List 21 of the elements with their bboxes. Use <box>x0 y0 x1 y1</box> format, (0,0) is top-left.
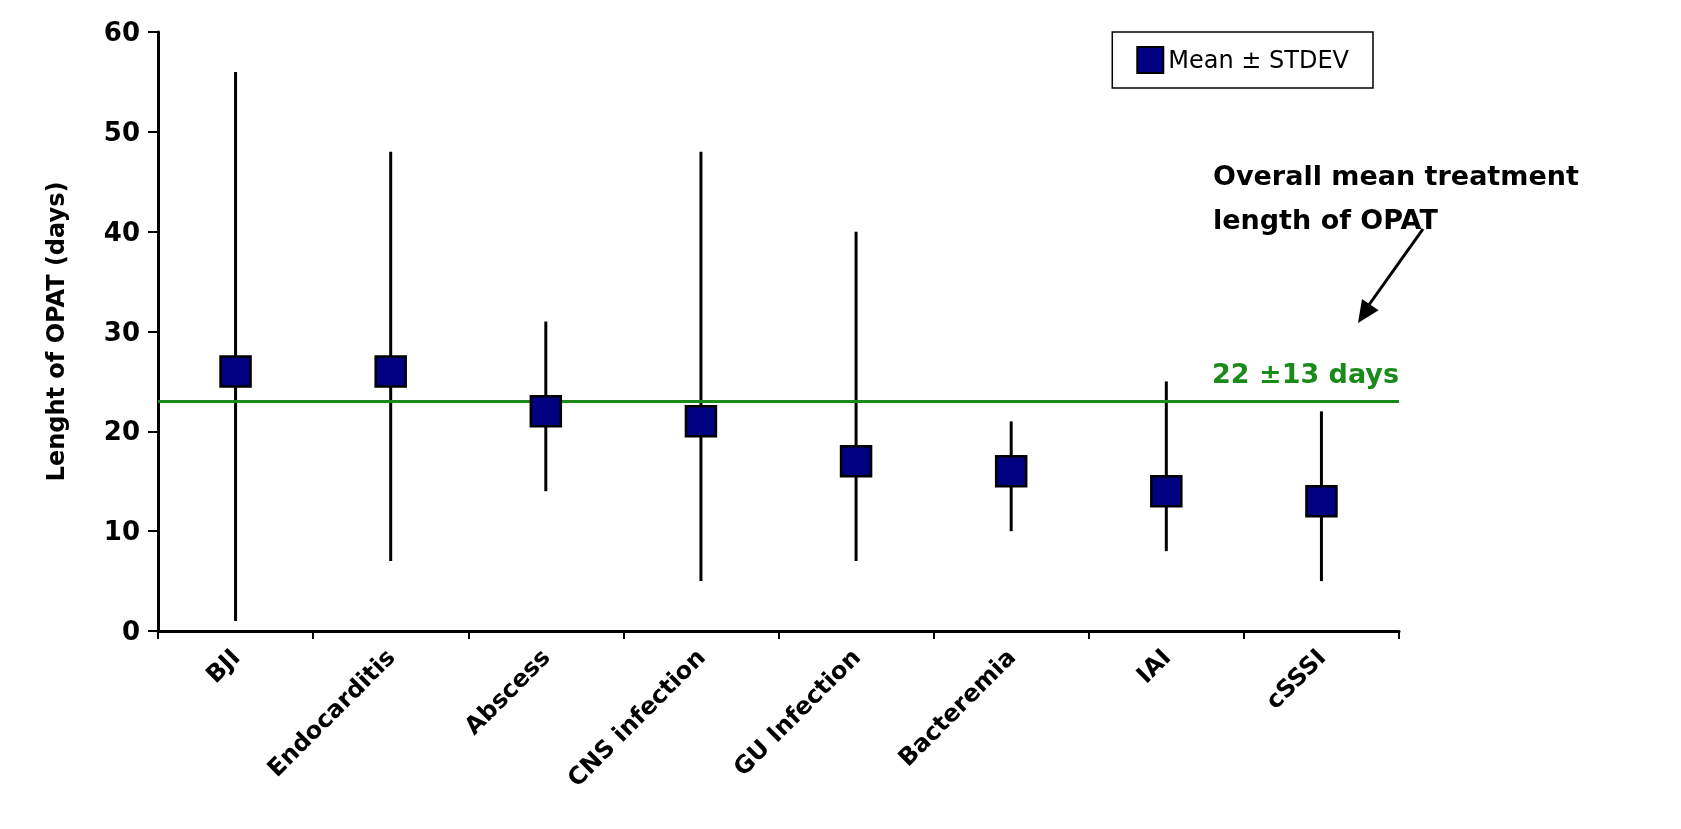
x-tick-label: IAI <box>1130 643 1177 689</box>
point <box>374 355 407 388</box>
y-tick-label: 30 <box>103 316 140 347</box>
point <box>684 405 718 438</box>
y-tick-label: 10 <box>103 516 140 547</box>
point <box>839 445 873 478</box>
point <box>1150 474 1183 508</box>
point <box>1305 484 1338 518</box>
point <box>994 455 1028 488</box>
y-tick-label: 60 <box>103 17 140 47</box>
y-axis-title: Lenght of OPAT (days) <box>42 181 70 482</box>
point <box>529 395 563 428</box>
ref-line-label: 22 ±13 days <box>1212 358 1399 390</box>
y-tick-label: 40 <box>103 216 140 247</box>
annotation: Overall mean treatment length of OPAT <box>1213 159 1589 235</box>
x-tick-label: BJI <box>200 643 246 689</box>
y-tick-label: 0 <box>121 616 140 646</box>
y-tick-label: 50 <box>103 116 140 147</box>
y-tick-label: 20 <box>103 416 140 447</box>
legend-label: Mean ± STDEV <box>1168 46 1350 74</box>
point <box>219 355 252 388</box>
